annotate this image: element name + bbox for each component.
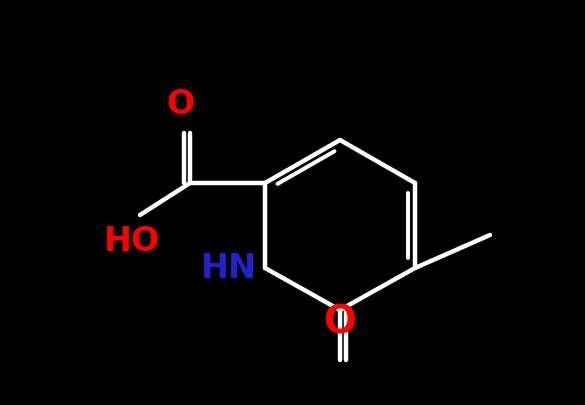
Text: O: O bbox=[324, 304, 356, 342]
Text: HN: HN bbox=[201, 252, 257, 284]
Text: O: O bbox=[166, 88, 194, 121]
Text: HO: HO bbox=[104, 225, 160, 258]
